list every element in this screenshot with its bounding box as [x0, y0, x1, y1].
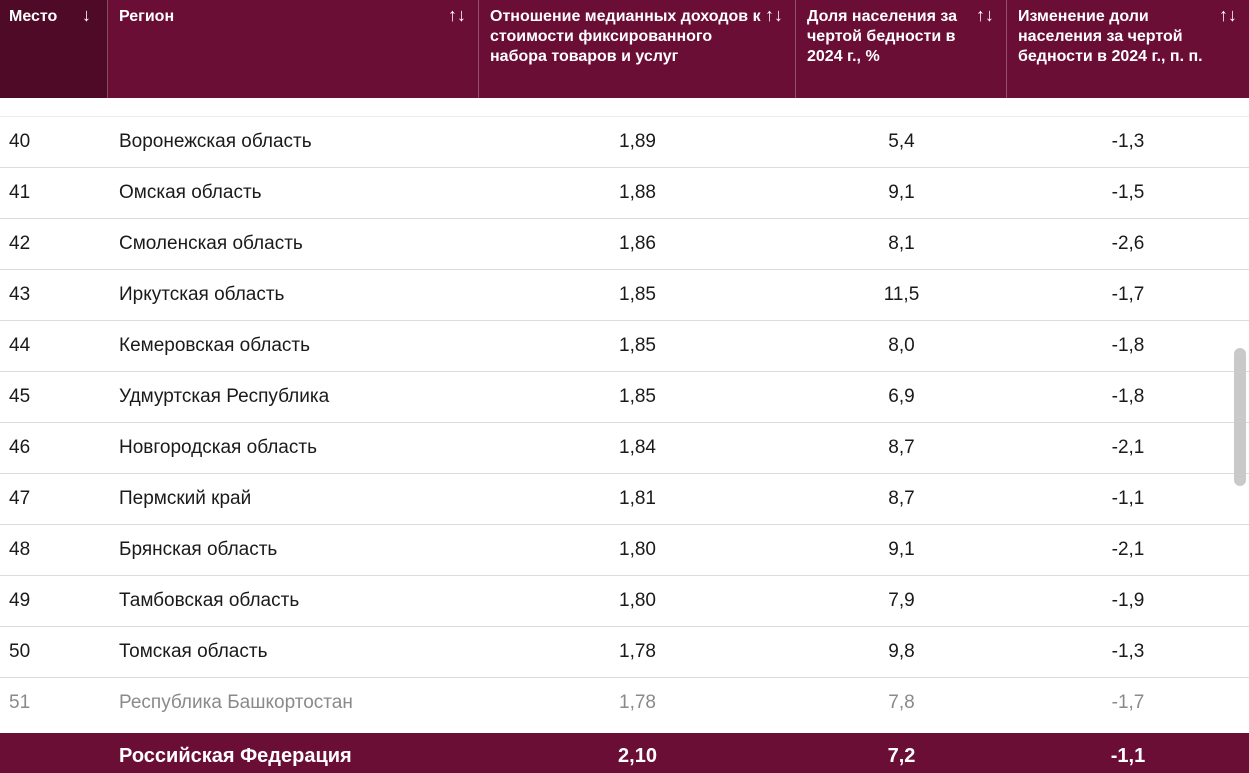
cell-ratio: 1,80 [619, 539, 656, 560]
cell-region: Омская область [119, 182, 262, 203]
cell-place: 41 [9, 182, 31, 203]
table-row[interactable]: 45 Удмуртская Республика 1,85 6,9 -1,8 [0, 372, 1249, 423]
table-row[interactable]: 49 Тамбовская область 1,80 7,9 -1,9 [0, 576, 1249, 627]
cell-ratio: 1,78 [619, 692, 656, 713]
table-header: Место ↓ Регион ↑↓ Отношение медианных до… [0, 0, 1249, 98]
cell-ratio: 1,85 [619, 335, 656, 356]
table-row[interactable]: 44 Кемеровская область 1,85 8,0 -1,8 [0, 321, 1249, 372]
cell-change: -1,1 [1111, 488, 1145, 509]
column-header-label: Место [9, 8, 58, 25]
cell-region: Удмуртская Республика [119, 386, 330, 407]
cell-share: 9,8 [888, 641, 915, 662]
cell-change: -1,1 [1110, 745, 1146, 767]
cell-region: Кемеровская область [119, 335, 310, 356]
cell-change: -1,8 [1111, 386, 1145, 407]
table-row[interactable]: 46 Новгородская область 1,84 8,7 -2,1 [0, 423, 1249, 474]
sort-icon[interactable]: ↑↓ [976, 5, 994, 25]
table-row[interactable]: 51 Республика Башкортостан 1,78 7,8 -1,7 [0, 678, 1249, 728]
cell-region: Воронежская область [119, 131, 312, 152]
cell-place: 43 [9, 284, 31, 305]
cell-ratio: 1,89 [619, 131, 656, 152]
cell-ratio: 1,80 [619, 590, 656, 611]
column-header-label: Изменение доли населения за чертой бедно… [1018, 8, 1203, 65]
sort-icon[interactable]: ↑↓ [1219, 5, 1237, 25]
column-header-region[interactable]: Регион ↑↓ [108, 0, 479, 98]
cell-share: 7,9 [888, 590, 915, 611]
table-row[interactable]: 47 Пермский край 1,81 8,7 -1,1 [0, 474, 1249, 525]
cell-share: 9,1 [888, 539, 915, 560]
sort-icon[interactable]: ↑↓ [765, 5, 783, 25]
cell-ratio: 2,10 [618, 745, 657, 767]
table-row[interactable]: 41 Омская область 1,88 9,1 -1,5 [0, 168, 1249, 219]
cell-region: Смоленская область [119, 233, 303, 254]
cell-change: -1,7 [1111, 284, 1145, 305]
sort-down-icon[interactable]: ↓ [82, 5, 91, 25]
cell-region: Новгородская область [119, 437, 317, 458]
cell-change: -2,6 [1111, 233, 1145, 254]
summary-row: Российская Федерация 2,10 7,2 -1,1 [0, 733, 1249, 773]
cell-ratio: 1,85 [619, 386, 656, 407]
cell-region: Тамбовская область [119, 590, 300, 611]
table-row[interactable]: 48 Брянская область 1,80 9,1 -2,1 [0, 525, 1249, 576]
cell-region: Брянская область [119, 539, 278, 560]
table-row[interactable]: 40 Воронежская область 1,89 5,4 -1,3 [0, 117, 1249, 168]
cell-share: 8,0 [888, 335, 915, 356]
cell-ratio: 1,81 [619, 488, 656, 509]
column-header-place[interactable]: Место ↓ [0, 0, 108, 98]
table-row[interactable]: 42 Смоленская область 1,86 8,1 -2,6 [0, 219, 1249, 270]
cell-place: 48 [9, 539, 31, 560]
cell-ratio: 1,84 [619, 437, 656, 458]
cell-change: -2,1 [1111, 437, 1145, 458]
cell-change: -1,3 [1111, 641, 1145, 662]
cell-change: -1,7 [1111, 692, 1145, 713]
cell-place: 42 [9, 233, 31, 254]
cell-ratio: 1,88 [619, 182, 656, 203]
column-header-label: Регион [119, 8, 175, 25]
cell-share: 6,9 [888, 386, 915, 407]
cell-place: 44 [9, 335, 31, 356]
scrolled-row-remnant [0, 98, 1249, 117]
cell-region: Иркутская область [119, 284, 285, 305]
column-header-share[interactable]: Доля населения за чертой бедности в 2024… [796, 0, 1007, 98]
cell-change: -1,3 [1111, 131, 1145, 152]
column-header-label: Отношение медианных доходов к стоимости … [490, 8, 761, 65]
cell-share: 9,1 [888, 182, 915, 203]
cell-place: 46 [9, 437, 31, 458]
cell-place: 40 [9, 131, 31, 152]
table-row[interactable]: 43 Иркутская область 1,85 11,5 -1,7 [0, 270, 1249, 321]
cell-change: -1,5 [1111, 182, 1145, 203]
cell-share: 8,7 [888, 488, 915, 509]
cell-region: Республика Башкортостан [119, 692, 353, 713]
cell-place: 51 [9, 692, 31, 713]
scrollbar-thumb[interactable] [1234, 348, 1246, 486]
cell-change: -2,1 [1111, 539, 1145, 560]
cell-place: 47 [9, 488, 31, 509]
table-body: 40 Воронежская область 1,89 5,4 -1,3 41 … [0, 117, 1249, 728]
table-row[interactable]: 50 Томская область 1,78 9,8 -1,3 [0, 627, 1249, 678]
column-header-label: Доля населения за чертой бедности в 2024… [807, 8, 958, 65]
cell-share: 11,5 [883, 284, 920, 305]
cell-place: 49 [9, 590, 31, 611]
cell-region: Томская область [119, 641, 268, 662]
cell-ratio: 1,85 [619, 284, 656, 305]
cell-share: 7,2 [887, 745, 916, 767]
cell-change: -1,8 [1111, 335, 1145, 356]
cell-share: 8,1 [888, 233, 915, 254]
cell-region: Российская Федерация [119, 745, 352, 767]
cell-region: Пермский край [119, 488, 252, 509]
sort-icon[interactable]: ↑↓ [448, 5, 466, 25]
cell-ratio: 1,78 [619, 641, 656, 662]
cell-change: -1,9 [1111, 590, 1145, 611]
column-header-ratio[interactable]: Отношение медианных доходов к стоимости … [479, 0, 796, 98]
cell-share: 5,4 [888, 131, 915, 152]
cell-place: 45 [9, 386, 31, 407]
cell-place: 50 [9, 641, 31, 662]
cell-share: 7,8 [888, 692, 915, 713]
cell-ratio: 1,86 [619, 233, 656, 254]
column-header-change[interactable]: Изменение доли населения за чертой бедно… [1007, 0, 1249, 98]
cell-share: 8,7 [888, 437, 915, 458]
